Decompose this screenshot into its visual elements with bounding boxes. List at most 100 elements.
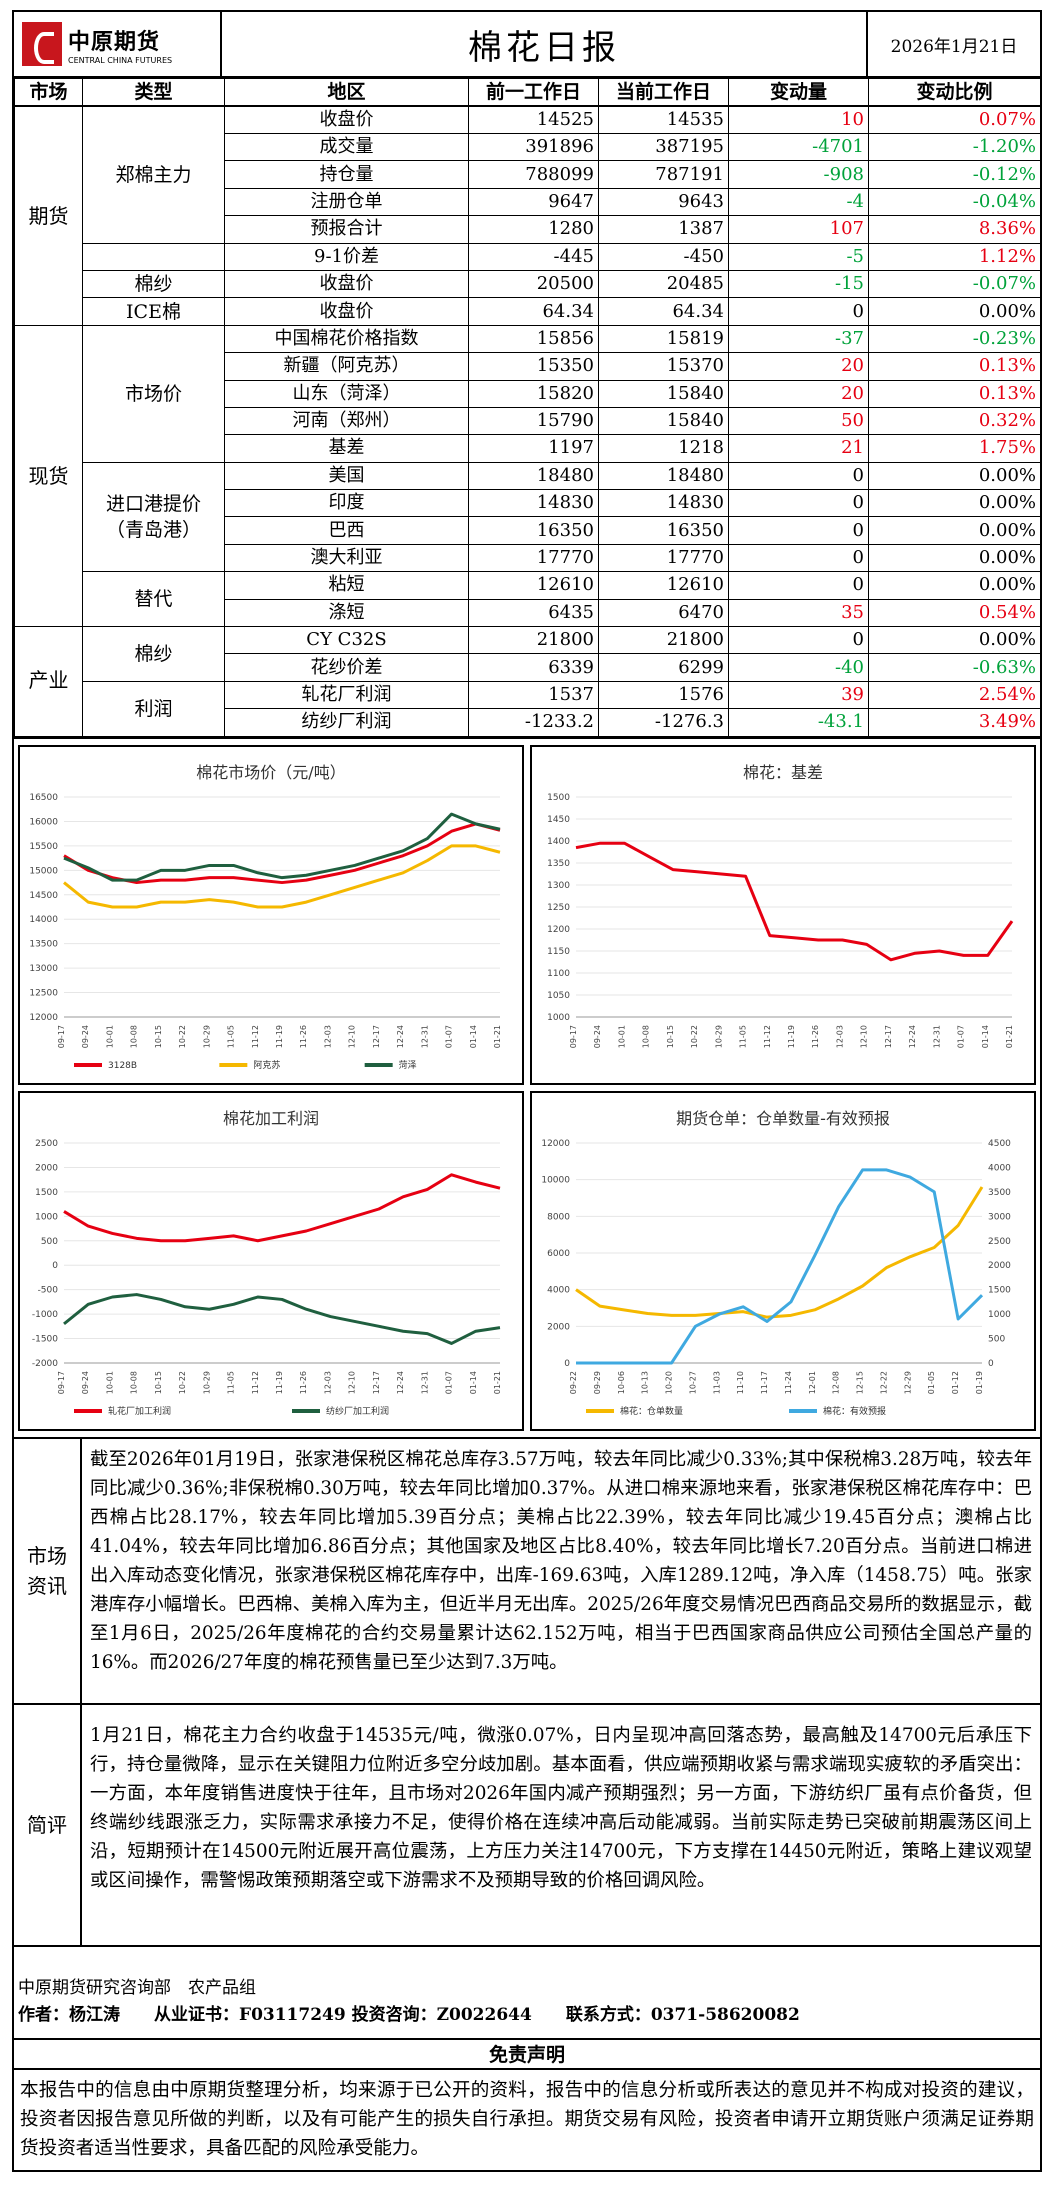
change-cell: 0 [728, 571, 869, 600]
table-row: 花纱价差 6339 6299 -40 -0.63% [15, 653, 1041, 682]
x-tick-label: 11-12 [763, 1025, 772, 1048]
market-section-cell: 现货 [14, 324, 83, 628]
report-date: 2026年1月21日 [890, 36, 1018, 57]
y2-tick-label: 500 [988, 1334, 1005, 1344]
curr-value-cell: 1218 [598, 434, 729, 463]
y-tick-label: 1050 [547, 991, 570, 1001]
curr-value-cell: 15840 [598, 406, 729, 436]
chart-title: 棉花加工利润 [222, 1108, 319, 1128]
col-header: 变动比例 [868, 78, 1041, 107]
x-tick-label: 12-17 [372, 1371, 381, 1394]
table-row: 印度 14830 14830 0 0.00% [15, 489, 1041, 518]
prev-value-cell: 18480 [468, 461, 599, 491]
curr-value-cell: 20485 [598, 269, 729, 299]
y-tick-label: 1250 [547, 903, 570, 913]
change-pct-cell: 0.00% [868, 571, 1041, 600]
y2-tick-label: 2500 [988, 1236, 1011, 1246]
change-pct-cell: 0.00% [868, 461, 1041, 491]
change-cell: 10 [728, 105, 869, 134]
x-tick-label: 12-10 [348, 1371, 357, 1394]
y-tick-label: -500 [38, 1285, 59, 1295]
x-tick-label: 12-03 [323, 1371, 332, 1394]
type-group-cell: 市场价 [82, 324, 225, 463]
report-header: 中原期货 CENTRAL CHINA FUTURES 棉花日报 2026年1月2… [14, 12, 1040, 78]
x-tick-label: 11-05 [227, 1025, 236, 1048]
x-tick-label: 11-17 [760, 1371, 769, 1394]
curr-value-cell: 15370 [598, 352, 729, 381]
y-tick-label: 14000 [29, 915, 58, 925]
item-name-cell: 收盘价 [224, 105, 469, 134]
x-tick-label: 01-14 [469, 1371, 478, 1394]
x-tick-label: 09-24 [81, 1025, 90, 1048]
x-tick-label: 11-19 [275, 1025, 284, 1048]
series-line [63, 821, 501, 884]
x-tick-label: 10-08 [130, 1371, 139, 1394]
curr-value-cell: 787191 [598, 160, 729, 189]
x-tick-label: 10-06 [617, 1371, 626, 1394]
y-tick-label: 500 [41, 1236, 58, 1246]
y-tick-label: 1150 [547, 947, 570, 957]
y2-tick-label: 3000 [988, 1212, 1011, 1222]
x-tick-label: 10-29 [202, 1025, 211, 1048]
y-tick-label: 8000 [547, 1212, 570, 1222]
x-tick-label: 01-07 [445, 1025, 454, 1048]
curr-value-cell: 12610 [598, 571, 729, 600]
y-tick-label: 12500 [29, 988, 58, 998]
y-tick-label: 15000 [29, 866, 58, 876]
y-tick-label: -1000 [32, 1310, 58, 1320]
item-name-cell: 澳大利亚 [224, 543, 469, 573]
change-pct-cell: 0.00% [868, 489, 1041, 518]
item-name-cell: 收盘价 [224, 269, 469, 299]
y-tick-label: 1500 [547, 793, 570, 803]
col-header: 前一工作日 [468, 78, 599, 107]
change-cell: 0 [728, 461, 869, 491]
change-cell: 21 [728, 434, 869, 463]
change-cell: 107 [728, 215, 869, 244]
y-tick-label: 14500 [29, 890, 58, 900]
x-tick-label: 10-29 [202, 1371, 211, 1394]
y-tick-label: 1300 [547, 881, 570, 891]
chart-market-price: 棉花市场价（元/吨） 12000 12500 13000 13500 14000 1450… [18, 744, 524, 1085]
x-tick-label: 12-03 [835, 1025, 844, 1048]
x-tick-label: 12-17 [372, 1025, 381, 1048]
y2-tick-label: 1000 [988, 1310, 1011, 1320]
change-pct-cell: 0.13% [868, 379, 1041, 408]
change-cell: 50 [728, 406, 869, 436]
legend-label: 菏泽 [399, 1060, 417, 1071]
x-tick-label: 10-22 [178, 1025, 187, 1048]
x-tick-label: 12-24 [396, 1371, 405, 1394]
y-tick-label: -1500 [32, 1334, 58, 1344]
y-tick-label: 12000 [29, 1013, 58, 1023]
change-cell: 0 [728, 297, 869, 326]
item-name-cell: 基差 [224, 434, 469, 463]
x-tick-label: 12-15 [856, 1371, 865, 1394]
change-cell: -43.1 [728, 708, 869, 737]
market-news-text: 截至2026年01月19日，张家港保税区棉花总库存3.57万吨，较去年同比减少0… [90, 1448, 1032, 1673]
table-row: 利润 轧花厂利润 1537 1576 39 2.54% [15, 680, 1041, 737]
y-tick-label: 1200 [547, 925, 570, 935]
curr-value-cell: 1387 [598, 215, 729, 244]
y-tick-label: 10000 [541, 1175, 570, 1185]
curr-value-cell: 6299 [598, 653, 729, 682]
item-name-cell: 9-1价差 [224, 242, 469, 271]
disclaimer-title: 免责声明 [14, 2040, 1040, 2070]
x-tick-label: 10-08 [642, 1025, 651, 1048]
table-row: 山东（菏泽） 15820 15840 20 0.13% [15, 379, 1041, 408]
curr-value-cell: 14830 [598, 489, 729, 518]
x-tick-label: 01-12 [951, 1371, 960, 1394]
change-pct-cell: -1.20% [868, 132, 1041, 162]
curr-value-cell: -1276.3 [598, 708, 729, 737]
x-tick-label: 10-29 [714, 1025, 723, 1048]
chart-title: 棉花市场价（元/吨） [196, 762, 346, 782]
series-line [63, 843, 501, 909]
x-tick-label: 01-19 [975, 1371, 984, 1394]
item-name-cell: 中国棉花价格指数 [224, 324, 469, 354]
disclaimer-text: 本报告中的信息由中原期货整理分析，均来源于已公开的资料，报告中的信息分析或所表达… [20, 2079, 1034, 2159]
curr-value-cell: 15840 [598, 379, 729, 408]
series-line [63, 1172, 501, 1242]
x-tick-label: 01-21 [1005, 1025, 1014, 1048]
x-tick-label: 09-17 [57, 1371, 66, 1394]
x-tick-label: 09-24 [593, 1025, 602, 1048]
item-name-cell: 山东（菏泽） [224, 379, 469, 408]
x-tick-label: 11-19 [787, 1025, 796, 1048]
